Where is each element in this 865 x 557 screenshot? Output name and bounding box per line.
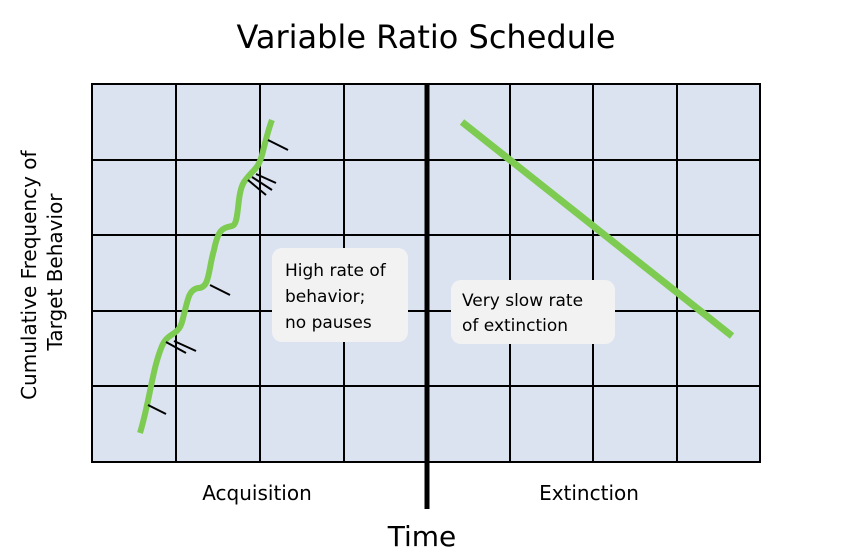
text-line: of extinction: [462, 316, 568, 336]
text-line: High rate of: [285, 261, 387, 281]
text-line: Target Behavior: [43, 193, 67, 352]
section-label: Extinction: [539, 481, 639, 505]
text-line: Very slow rate: [462, 291, 583, 311]
note-box: [451, 280, 615, 344]
text-line: behavior;: [285, 287, 365, 307]
note-box: [272, 248, 408, 342]
section-label: Acquisition: [202, 481, 312, 505]
note: Very slow rate of extinction: [462, 291, 588, 336]
reinforcement-marks: [147, 139, 289, 415]
note: High rate of behavior; no pauses: [285, 261, 391, 333]
extinction-line: [459, 119, 735, 339]
title: Variable Ratio Schedule: [236, 18, 615, 56]
text-line: Cumulative Frequency of: [17, 149, 41, 399]
text-line: no pauses: [285, 313, 372, 333]
acquisition-curve: [137, 118, 275, 434]
y-axis-label: Cumulative Frequency of Target Behavior: [17, 144, 67, 400]
x-axis-label: Time: [387, 520, 457, 553]
